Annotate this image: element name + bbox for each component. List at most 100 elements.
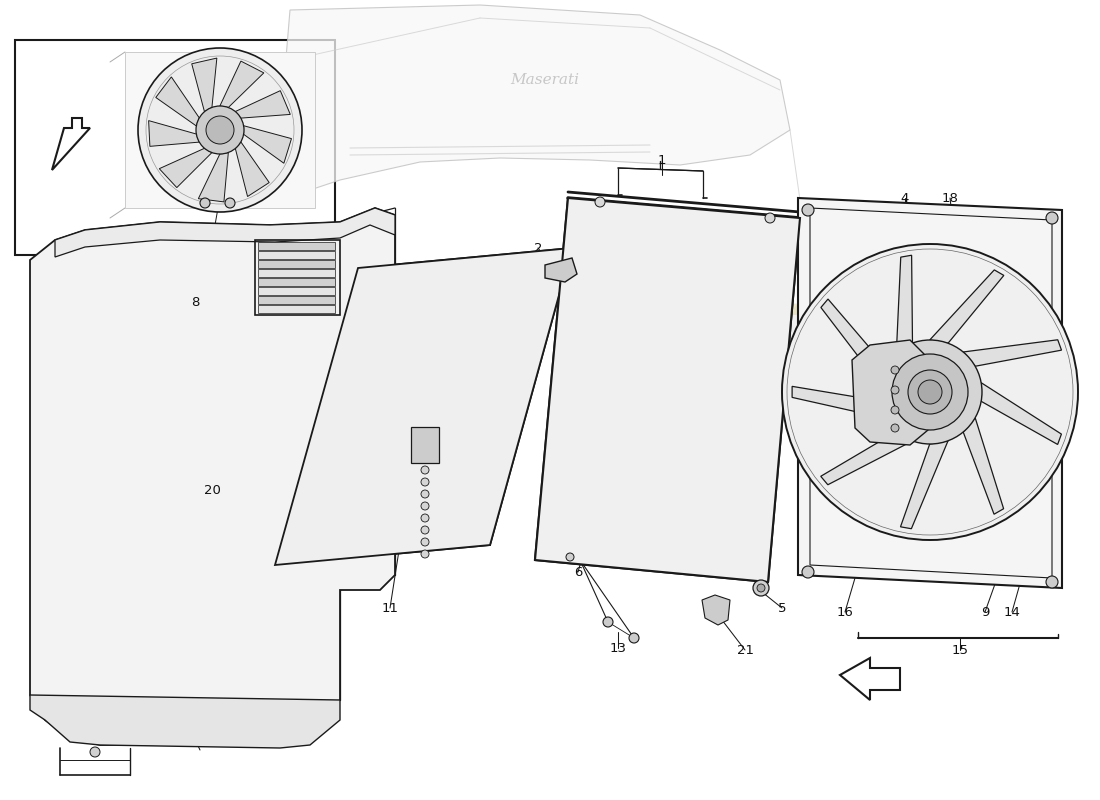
Text: 6: 6: [574, 566, 582, 578]
Circle shape: [891, 406, 899, 414]
Text: 18: 18: [609, 241, 626, 254]
Circle shape: [1046, 212, 1058, 224]
Circle shape: [421, 514, 429, 522]
Circle shape: [891, 424, 899, 432]
Polygon shape: [55, 208, 395, 257]
Polygon shape: [896, 255, 913, 352]
Polygon shape: [258, 287, 336, 295]
Polygon shape: [156, 77, 199, 126]
Polygon shape: [235, 142, 270, 197]
Circle shape: [629, 633, 639, 643]
Text: 5: 5: [778, 602, 786, 614]
Polygon shape: [258, 260, 336, 268]
Bar: [15, 40, 335, 255]
Circle shape: [90, 747, 100, 757]
Text: 4: 4: [901, 191, 910, 205]
Text: tes: tes: [656, 243, 1045, 457]
Polygon shape: [258, 296, 336, 304]
Polygon shape: [258, 278, 336, 286]
Bar: [65, 510, 315, 590]
Text: 13: 13: [609, 642, 627, 654]
Text: 18: 18: [942, 191, 958, 205]
Circle shape: [1046, 576, 1058, 588]
Text: 9: 9: [981, 606, 989, 618]
Polygon shape: [198, 153, 229, 202]
Circle shape: [782, 244, 1078, 540]
Circle shape: [603, 617, 613, 627]
Text: Maserati: Maserati: [510, 73, 580, 87]
Polygon shape: [821, 299, 886, 383]
Text: 11: 11: [382, 602, 398, 614]
Circle shape: [918, 380, 942, 404]
Text: 20: 20: [204, 483, 220, 497]
Circle shape: [754, 580, 769, 596]
Circle shape: [802, 566, 814, 578]
Polygon shape: [258, 269, 336, 277]
Polygon shape: [125, 52, 315, 208]
Polygon shape: [930, 270, 1004, 343]
Circle shape: [802, 204, 814, 216]
Text: 22: 22: [657, 214, 673, 226]
Polygon shape: [544, 258, 578, 282]
Circle shape: [138, 48, 302, 212]
Circle shape: [421, 490, 429, 498]
Circle shape: [892, 354, 968, 430]
Polygon shape: [411, 427, 439, 463]
Polygon shape: [258, 251, 336, 259]
Text: 15: 15: [952, 643, 968, 657]
Circle shape: [878, 340, 982, 444]
Bar: [200, 250, 330, 340]
Polygon shape: [792, 386, 886, 418]
Circle shape: [595, 197, 605, 207]
Text: 17: 17: [176, 711, 194, 725]
Polygon shape: [840, 658, 900, 700]
Polygon shape: [52, 118, 90, 170]
Circle shape: [891, 366, 899, 374]
Polygon shape: [901, 441, 948, 529]
Circle shape: [421, 550, 429, 558]
Polygon shape: [285, 5, 790, 195]
Polygon shape: [852, 340, 928, 445]
Circle shape: [908, 370, 952, 414]
Circle shape: [764, 213, 776, 223]
Polygon shape: [535, 198, 800, 582]
Circle shape: [421, 526, 429, 534]
Circle shape: [200, 198, 210, 208]
Polygon shape: [160, 148, 212, 187]
Text: 1985: 1985: [745, 246, 996, 334]
Polygon shape: [148, 121, 199, 146]
Polygon shape: [964, 418, 1003, 514]
Bar: [65, 250, 185, 340]
Polygon shape: [30, 695, 340, 748]
Text: 14: 14: [1003, 606, 1021, 618]
Circle shape: [421, 538, 429, 546]
Text: 1: 1: [658, 154, 667, 166]
Polygon shape: [191, 58, 217, 112]
Circle shape: [421, 502, 429, 510]
Circle shape: [196, 106, 244, 154]
Circle shape: [757, 584, 764, 592]
Circle shape: [206, 116, 234, 144]
Circle shape: [421, 466, 429, 474]
Polygon shape: [821, 432, 913, 485]
Polygon shape: [702, 595, 730, 625]
Circle shape: [226, 198, 235, 208]
Text: 21: 21: [737, 643, 754, 657]
Polygon shape: [235, 90, 290, 118]
Polygon shape: [243, 126, 292, 163]
Text: 2: 2: [534, 242, 542, 254]
Polygon shape: [30, 208, 395, 745]
Text: 16: 16: [837, 606, 854, 618]
Polygon shape: [220, 61, 264, 107]
Polygon shape: [258, 242, 336, 250]
Circle shape: [421, 478, 429, 486]
Polygon shape: [981, 382, 1062, 445]
Polygon shape: [275, 248, 572, 565]
Polygon shape: [798, 198, 1062, 588]
Circle shape: [566, 553, 574, 561]
Circle shape: [891, 386, 899, 394]
Text: 8: 8: [190, 295, 199, 309]
Polygon shape: [258, 305, 336, 313]
Text: 3: 3: [624, 214, 632, 226]
Text: 3: 3: [697, 214, 706, 226]
